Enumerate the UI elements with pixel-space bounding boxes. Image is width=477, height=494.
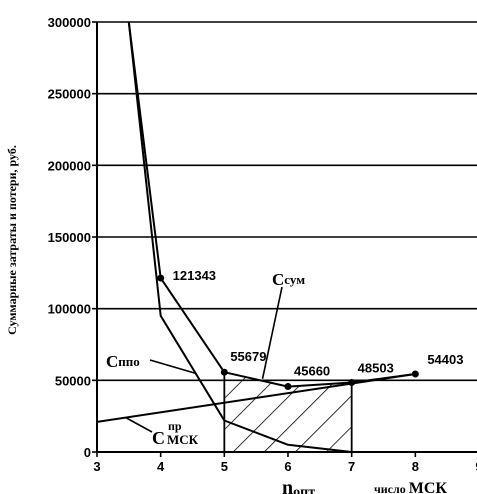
x-tick-label-7: 7 xyxy=(348,459,355,474)
y-tick-label-100000: 100000 xyxy=(48,302,91,317)
x-tick-label-3: 3 xyxy=(93,459,100,474)
curve-label-cppo: Cппо xyxy=(106,352,140,371)
data-point-54403 xyxy=(411,370,419,378)
data-label-54403: 54403 xyxy=(427,352,463,367)
y-tick-labels: 0 50000 100000 150000 200000 250000 300000 xyxy=(48,15,91,460)
x-tick-label-8: 8 xyxy=(412,459,419,474)
data-label-45660: 45660 xyxy=(294,364,330,379)
curve-label-cprmsk-sup: пр xyxy=(168,419,182,433)
leader-cprmsk xyxy=(125,416,153,433)
curve-label-cppo-main: C xyxy=(106,352,118,371)
x-tick-label-5: 5 xyxy=(221,459,228,474)
x-tick-label-4: 4 xyxy=(157,459,165,474)
y-tick-label-0: 0 xyxy=(84,445,91,460)
axes xyxy=(96,22,477,453)
curve-label-cprmsk-sub: МСК xyxy=(167,432,199,447)
data-point-121343 xyxy=(157,274,165,282)
data-labels: 121343 55679 45660 48503 54403 xyxy=(173,268,464,378)
y-tick-label-200000: 200000 xyxy=(48,158,91,173)
annotation-leaders xyxy=(125,286,283,433)
data-points xyxy=(157,274,419,391)
data-point-45660 xyxy=(284,383,292,391)
curve-label-csum: Cсум xyxy=(272,270,305,289)
x-axis-units-small: число xyxy=(374,482,406,494)
x-axis-units-big: МСК xyxy=(409,480,448,494)
y-axis-title: Суммарные затраты и потери, руб. xyxy=(5,145,19,335)
y-tick-label-50000: 50000 xyxy=(55,373,91,388)
curve-label-csum-main: C xyxy=(272,270,284,289)
curve-label-csum-sub: сум xyxy=(284,272,305,287)
leader-csum xyxy=(261,286,283,379)
leader-cppo xyxy=(149,359,196,375)
x-axis-title-main: n xyxy=(282,477,293,494)
series-line-2 xyxy=(97,373,416,423)
y-tick-label-150000: 150000 xyxy=(48,230,91,245)
data-label-55679: 55679 xyxy=(230,349,266,364)
data-label-121343: 121343 xyxy=(173,268,216,283)
data-point-48503 xyxy=(348,378,356,386)
x-axis-title-sub: опт xyxy=(293,485,315,494)
x-tick-label-6: 6 xyxy=(284,459,291,474)
y-tick-label-300000: 300000 xyxy=(48,15,91,30)
x-tick-label-9: 9 xyxy=(475,459,477,474)
curve-label-cprmsk: C xyxy=(152,428,165,448)
series-line-1 xyxy=(127,22,352,452)
x-axis-units: число МСК xyxy=(374,480,447,494)
y-tick-label-250000: 250000 xyxy=(48,87,91,102)
data-label-48503: 48503 xyxy=(358,360,394,375)
series-lines xyxy=(97,22,416,452)
data-point-55679 xyxy=(220,368,228,376)
curve-label-cprmsk-main: C xyxy=(152,428,165,448)
x-axis-title: nопт xyxy=(282,477,315,494)
curve-label-cppo-sub: ппо xyxy=(118,354,139,369)
x-tick-labels: 3 4 5 6 7 8 9 xyxy=(93,459,477,474)
